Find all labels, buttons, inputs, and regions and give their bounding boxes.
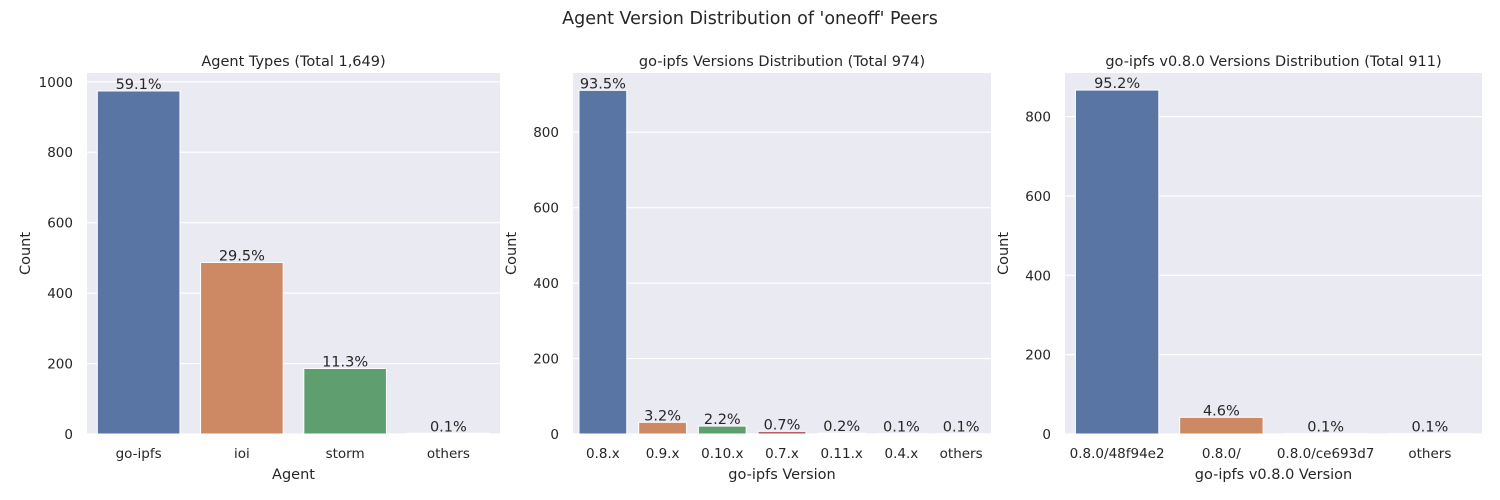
bar-0.9.x (638, 421, 687, 435)
x-tick-label: ioi (234, 446, 250, 462)
data-label: 95.2% (1094, 76, 1140, 92)
bar-0.8.0/48f94e2 (1074, 89, 1160, 435)
data-label: 59.1% (116, 77, 162, 93)
x-tick-label: 0.4.x (885, 446, 919, 462)
chart-panel-2: 0 200 400 600 800 93.5% 0.8.x 3.2% 0.9.x 2.2% 0.10… (504, 54, 991, 483)
chart-panel-1: 0 200 400 600 800 1000 59.1% go-ipfs 29.5% ioi 11.… (18, 54, 500, 483)
x-tick-label: storm (326, 446, 365, 462)
data-label: 0.7% (764, 417, 801, 433)
x-tick-label: 0.9.x (646, 446, 680, 462)
y-tick-label: 800 (1025, 110, 1051, 126)
data-label: 29.5% (219, 248, 265, 264)
data-label: 0.1% (943, 420, 980, 436)
bar-storm (303, 367, 387, 435)
y-tick-label: 1000 (39, 75, 73, 91)
y-axis-label: Count (996, 232, 1012, 275)
x-axis-label: go-ipfs Version (728, 467, 835, 483)
y-tick-label: 800 (533, 125, 559, 141)
y-tick-label: 0 (550, 427, 559, 443)
y-tick-label: 200 (1025, 348, 1051, 364)
x-tick-label: others (940, 446, 983, 462)
data-label: 0.1% (430, 419, 467, 435)
bar-0.8.x (578, 89, 628, 435)
y-axis-label: Count (504, 232, 520, 275)
figure-title: Agent Version Distribution of 'oneoff' P… (562, 9, 938, 29)
y-tick-label: 600 (533, 201, 559, 217)
bar-0.11.x (817, 432, 867, 435)
data-label: 2.2% (704, 412, 741, 428)
data-label: 0.1% (1411, 420, 1448, 436)
chart-title: go-ipfs v0.8.0 Versions Distribution (To… (1105, 54, 1441, 70)
y-axis-label: Count (18, 232, 34, 275)
chart-panel-3: 0 200 400 600 800 95.2% 0.8.0/48f94e2 4.6% 0.8.0… (996, 54, 1482, 483)
data-label: 11.3% (322, 354, 368, 370)
x-axis-label: Agent (272, 467, 315, 483)
bar-ioi (200, 261, 284, 435)
chart-title: Agent Types (Total 1,649) (201, 54, 385, 70)
bar-others (406, 432, 491, 435)
data-label: 93.5% (580, 76, 626, 92)
bar-go-ipfs (96, 90, 181, 435)
bar-0.8.0/ (1179, 416, 1264, 435)
y-tick-label: 0 (1042, 427, 1051, 443)
y-tick-label: 200 (47, 357, 73, 373)
y-tick-label: 400 (1025, 268, 1051, 284)
x-tick-label: 0.8.x (586, 446, 620, 462)
x-tick-label: others (1408, 446, 1451, 462)
x-tick-label: 0.7.x (765, 446, 799, 462)
x-axis-label: go-ipfs v0.8.0 Version (1195, 467, 1352, 483)
y-tick-label: 200 (533, 352, 559, 368)
x-tick-label: 0.8.0/ce693d7 (1277, 446, 1375, 462)
plot-area (573, 73, 991, 434)
x-tick-label: 0.11.x (821, 446, 863, 462)
x-tick-label: others (427, 446, 470, 462)
data-label: 0.2% (823, 419, 860, 435)
bar-0.10.x (697, 425, 747, 435)
y-tick-label: 800 (47, 145, 73, 161)
data-label: 3.2% (644, 408, 681, 424)
chart-title: go-ipfs Versions Distribution (Total 974… (639, 54, 925, 70)
data-label: 4.6% (1203, 403, 1240, 419)
x-tick-label: go-ipfs (116, 446, 162, 462)
x-tick-label: 0.10.x (701, 446, 743, 462)
x-tick-label: 0.8.0/ (1202, 446, 1241, 462)
y-tick-label: 600 (1025, 189, 1051, 205)
x-tick-label: 0.8.0/48f94e2 (1070, 446, 1165, 462)
y-tick-label: 400 (533, 276, 559, 292)
y-tick-label: 600 (47, 216, 73, 232)
data-label: 0.1% (883, 420, 920, 436)
bar-0.7.x (757, 430, 807, 435)
data-label: 0.1% (1307, 420, 1344, 436)
y-tick-label: 400 (47, 286, 73, 302)
y-tick-label: 0 (64, 427, 73, 443)
